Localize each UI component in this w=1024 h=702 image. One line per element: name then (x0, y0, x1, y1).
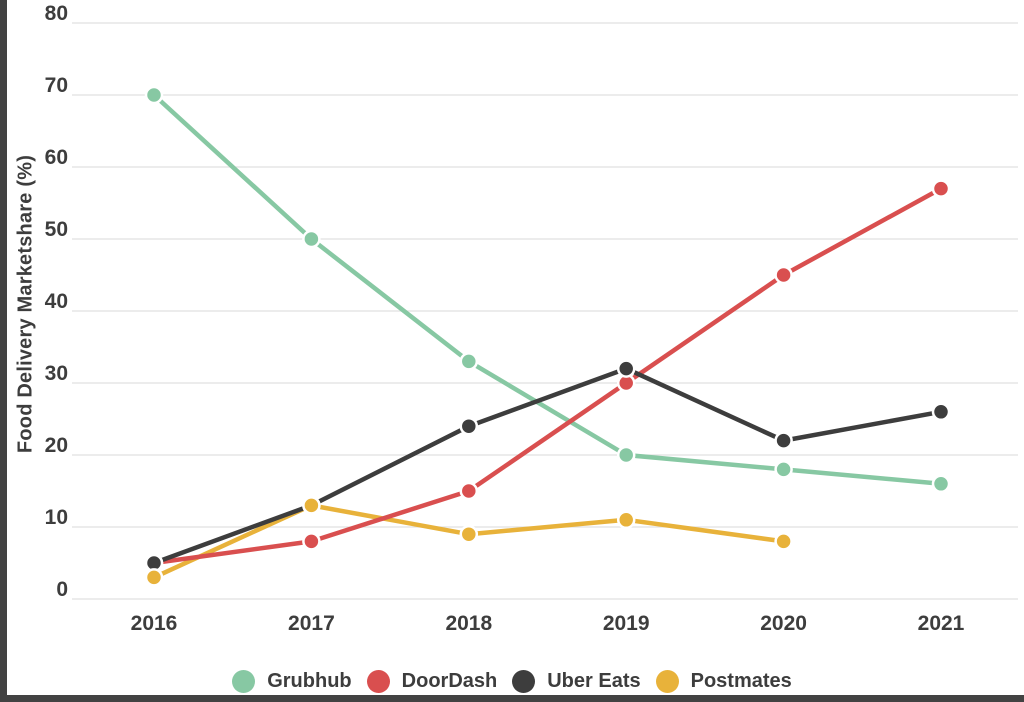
data-point-uber-eats-2020 (774, 431, 793, 450)
data-point-grubhub-2016 (144, 85, 164, 105)
y-tick-label: 50 (45, 218, 68, 241)
legend-circle-swatch-icon (232, 669, 256, 693)
data-point-grubhub-2021 (931, 474, 951, 494)
y-tick-label: 10 (45, 506, 68, 529)
legend-circle-swatch-icon (655, 669, 679, 693)
data-point-postmates-2019 (616, 510, 636, 530)
data-point-grubhub-2019 (616, 445, 636, 465)
data-point-postmates-2016 (144, 568, 164, 587)
x-tick-label-2021: 2021 (918, 612, 965, 635)
legend-item-doordash: DoorDash (366, 669, 498, 693)
legend-label-uber-eats: Uber Eats (547, 669, 641, 692)
data-point-doordash-2021 (931, 179, 951, 198)
y-tick-label: 20 (45, 434, 68, 457)
window-left-edge (0, 0, 7, 695)
data-point-uber-eats-2018 (459, 416, 479, 436)
data-point-grubhub-2020 (774, 460, 793, 479)
x-tick-label-2020: 2020 (760, 612, 807, 635)
y-tick-label: 60 (45, 146, 68, 169)
legend-circle-swatch-icon (512, 669, 536, 693)
window-bottom-edge (0, 695, 1024, 702)
x-tick-label-2019: 2019 (603, 612, 650, 635)
legend-item-postmates: Postmates (655, 669, 792, 693)
data-point-grubhub-2017 (302, 229, 321, 249)
legend-label-grubhub: Grubhub (267, 669, 352, 692)
y-tick-label: 40 (45, 290, 68, 313)
legend-circle-swatch-icon (366, 669, 390, 693)
data-point-postmates-2018 (459, 524, 479, 544)
legend-item-grubhub: Grubhub (232, 669, 352, 693)
series-line-doordash (151, 186, 944, 566)
legend-label-postmates: Postmates (690, 669, 792, 692)
data-point-postmates-2017 (302, 496, 321, 515)
data-point-postmates-2020 (774, 532, 793, 551)
data-point-doordash-2020 (774, 265, 793, 285)
y-tick-label: 80 (45, 2, 68, 25)
data-point-uber-eats-2021 (931, 402, 951, 422)
x-tick-label-2017: 2017 (288, 612, 335, 635)
y-tick-label: 30 (45, 362, 68, 385)
series-line-grubhub (151, 92, 944, 487)
x-tick-label-2016: 2016 (131, 612, 178, 635)
x-tick-label-2018: 2018 (445, 612, 492, 635)
data-point-uber-eats-2019 (616, 359, 636, 378)
y-axis-title: Food Delivery Marketshare (%) (14, 154, 37, 454)
legend: Grubhub DoorDash Uber Eats Postmates (0, 666, 1024, 696)
data-point-doordash-2017 (302, 532, 321, 551)
legend-item-uber-eats: Uber Eats (512, 669, 641, 693)
y-tick-label: 0 (56, 578, 68, 601)
y-tick-label: 70 (45, 74, 68, 97)
legend-label-doordash: DoorDash (401, 669, 498, 692)
data-point-grubhub-2018 (459, 352, 479, 371)
series-line-uber-eats (151, 366, 944, 566)
data-point-doordash-2018 (459, 481, 479, 501)
